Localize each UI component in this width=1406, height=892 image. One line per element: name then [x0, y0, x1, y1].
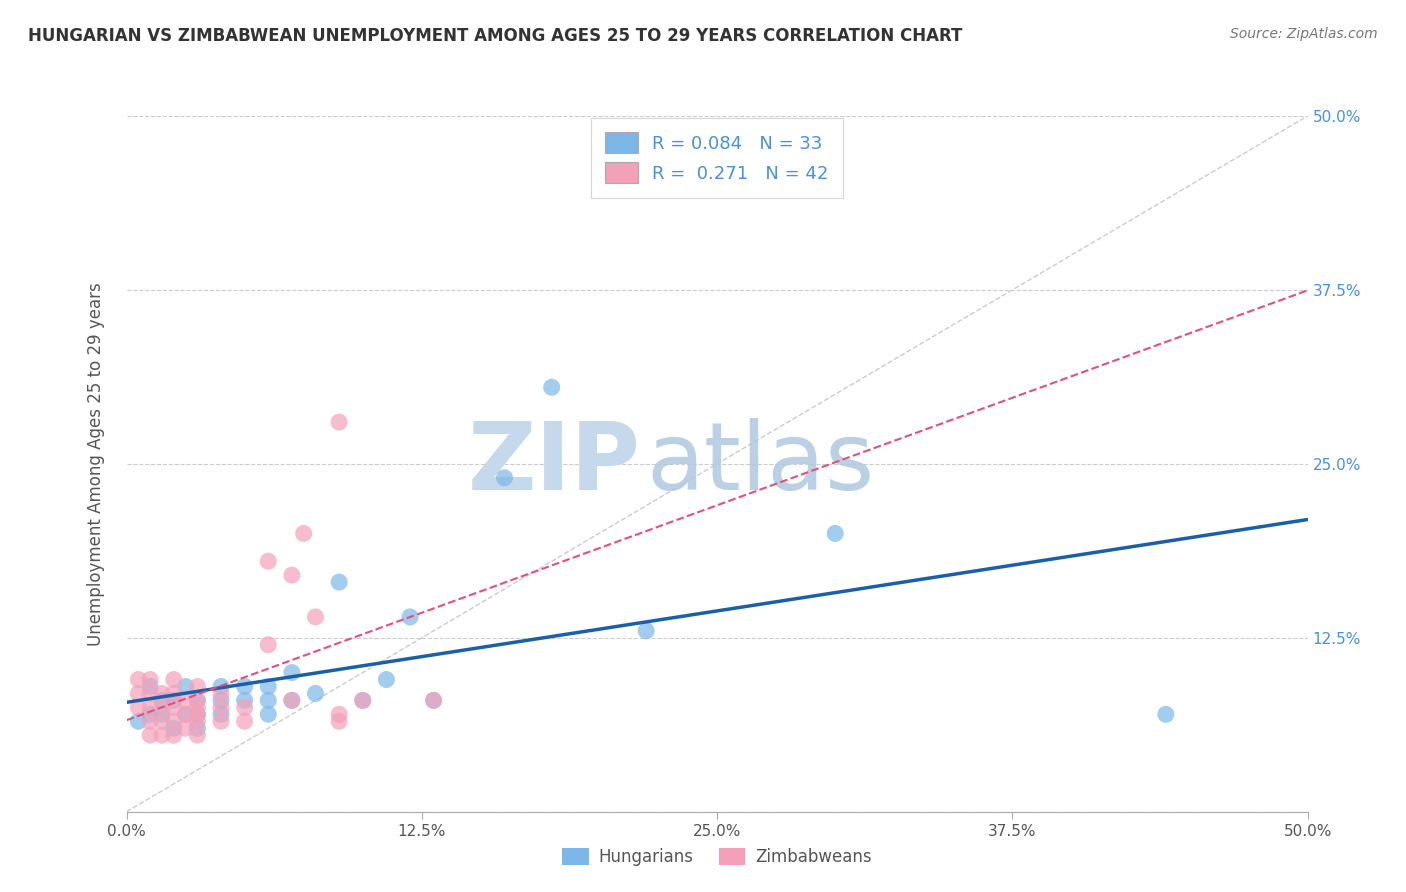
Text: HUNGARIAN VS ZIMBABWEAN UNEMPLOYMENT AMONG AGES 25 TO 29 YEARS CORRELATION CHART: HUNGARIAN VS ZIMBABWEAN UNEMPLOYMENT AMO… [28, 27, 963, 45]
Point [127, 673, 149, 687]
Point [163, 721, 186, 735]
Point [186, 728, 208, 742]
Point [281, 568, 304, 582]
Point [174, 707, 197, 722]
Point [328, 415, 350, 429]
Point [127, 686, 149, 700]
Legend: Hungarians, Zimbabweans: Hungarians, Zimbabweans [555, 841, 879, 873]
Text: ZIP: ZIP [467, 417, 640, 510]
Point [186, 693, 208, 707]
Point [150, 728, 173, 742]
Text: Source: ZipAtlas.com: Source: ZipAtlas.com [1230, 27, 1378, 41]
Point [139, 728, 162, 742]
Point [186, 700, 208, 714]
Point [127, 714, 149, 729]
Point [257, 638, 280, 652]
Point [186, 714, 208, 729]
Point [494, 471, 516, 485]
Point [174, 721, 197, 735]
Text: atlas: atlas [647, 417, 875, 510]
Point [352, 693, 374, 707]
Point [139, 707, 162, 722]
Point [209, 686, 232, 700]
Point [281, 665, 304, 680]
Point [257, 680, 280, 694]
Point [163, 728, 186, 742]
Y-axis label: Unemployment Among Ages 25 to 29 years: Unemployment Among Ages 25 to 29 years [87, 282, 105, 646]
Point [163, 673, 186, 687]
Point [150, 707, 173, 722]
Point [186, 680, 208, 694]
Point [233, 700, 256, 714]
Point [304, 686, 326, 700]
Point [824, 526, 846, 541]
Point [163, 686, 186, 700]
Point [186, 693, 208, 707]
Point [186, 707, 208, 722]
Point [150, 700, 173, 714]
Point [540, 380, 562, 394]
Point [233, 714, 256, 729]
Point [174, 693, 197, 707]
Point [352, 693, 374, 707]
Point [163, 700, 186, 714]
Point [209, 714, 232, 729]
Point [257, 693, 280, 707]
Point [281, 693, 304, 707]
Point [209, 693, 232, 707]
Point [174, 680, 197, 694]
Point [292, 526, 315, 541]
Point [209, 700, 232, 714]
Point [422, 693, 444, 707]
Point [1154, 707, 1177, 722]
Point [163, 714, 186, 729]
Point [399, 610, 422, 624]
Point [636, 624, 658, 638]
Point [186, 707, 208, 722]
Point [150, 693, 173, 707]
Point [150, 686, 173, 700]
Point [174, 707, 197, 722]
Point [150, 714, 173, 729]
Point [328, 707, 350, 722]
Point [139, 686, 162, 700]
Point [139, 673, 162, 687]
Point [127, 700, 149, 714]
Point [328, 714, 350, 729]
Point [233, 693, 256, 707]
Point [328, 575, 350, 590]
Point [163, 693, 186, 707]
Point [375, 673, 398, 687]
Point [139, 680, 162, 694]
Point [186, 721, 208, 735]
Point [304, 610, 326, 624]
Point [209, 680, 232, 694]
Point [257, 554, 280, 568]
Point [422, 693, 444, 707]
Point [281, 693, 304, 707]
Point [209, 707, 232, 722]
Point [257, 707, 280, 722]
Point [139, 700, 162, 714]
Point [139, 714, 162, 729]
Point [233, 680, 256, 694]
